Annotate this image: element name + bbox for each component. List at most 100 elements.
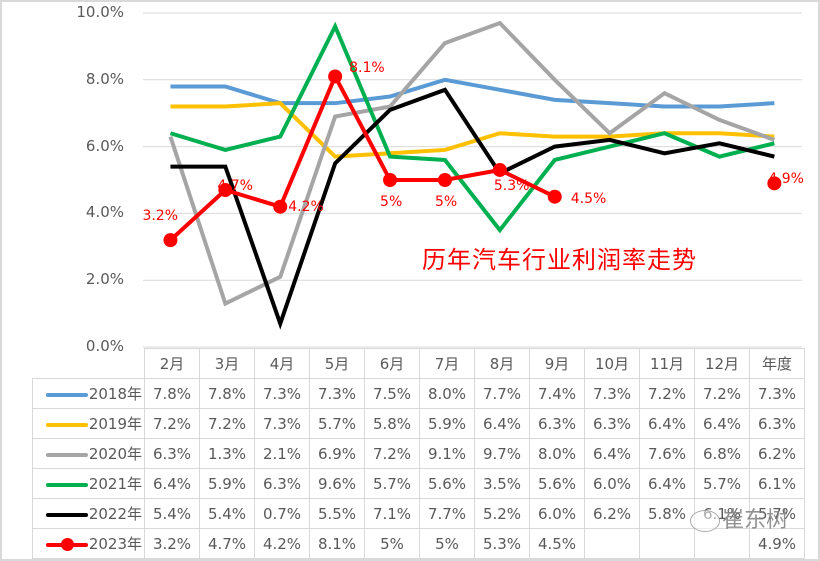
table-cell: 7.8% <box>199 378 255 409</box>
legend-label: 2018年 <box>88 385 142 403</box>
column-header: 年度 <box>749 348 805 379</box>
watermark: 崔东树 <box>690 502 788 534</box>
table-cell: 6.4% <box>144 468 200 499</box>
data-point-marker <box>218 183 233 198</box>
legend-key-icon <box>45 512 88 517</box>
table-cell: 7.3% <box>749 378 805 409</box>
series-line-2022年 <box>170 87 775 330</box>
table-cell: 7.5% <box>364 378 420 409</box>
table-cell: 5.4% <box>199 498 255 529</box>
table-cell: 5.8% <box>639 498 695 529</box>
data-point-marker <box>767 176 782 191</box>
data-point-marker <box>328 69 343 84</box>
table-cell: 4.7% <box>199 528 255 559</box>
data-label: 4.2% <box>288 198 324 215</box>
legend-entry: 2022年 <box>32 498 145 529</box>
legend-entry: 2020年 <box>32 438 145 469</box>
table-cell: 7.3% <box>254 378 310 409</box>
legend-key-icon <box>45 482 88 487</box>
table-cell: 5.6% <box>529 468 585 499</box>
table-cell: 6.2% <box>749 438 805 469</box>
series-line-2023年 <box>169 71 556 242</box>
table-cell: 7.7% <box>419 498 475 529</box>
table-cell: 3.5% <box>474 468 530 499</box>
legend-entry: 2023年 <box>32 528 145 559</box>
column-header: 4月 <box>254 348 310 379</box>
table-cell: 2.1% <box>254 438 310 469</box>
table-cell: 8.1% <box>309 528 365 559</box>
table-cell: 6.3% <box>749 408 805 439</box>
table-cell: 6.4% <box>639 408 695 439</box>
table-cell: 6.3% <box>584 408 640 439</box>
table-cell: 9.1% <box>419 438 475 469</box>
column-header: 3月 <box>199 348 255 379</box>
table-cell: 5.6% <box>419 468 475 499</box>
table-cell: 4.5% <box>529 528 585 559</box>
data-label: 5% <box>380 194 403 210</box>
data-label: 4.5% <box>570 190 607 207</box>
table-cell: 5.2% <box>474 498 530 529</box>
y-tick-label: 8.0% <box>85 69 124 88</box>
data-label: 8.1% <box>349 60 385 77</box>
y-tick-label: 10.0% <box>76 3 124 21</box>
legend-entry: 2019年 <box>32 408 145 439</box>
data-point-marker <box>437 173 452 187</box>
table-cell: 6.9% <box>309 438 365 469</box>
data-point-marker <box>273 199 288 214</box>
table-cell: 5.7% <box>364 468 420 499</box>
table-cell: 6.4% <box>584 438 640 469</box>
table-cell: 6.4% <box>694 408 750 439</box>
legend-entry: 2021年 <box>32 468 145 499</box>
table-cell: 7.3% <box>254 408 310 439</box>
legend-label: 2020年 <box>88 445 142 463</box>
table-cell: 6.3% <box>529 408 585 439</box>
watermark-text: 崔东树 <box>722 508 789 533</box>
series-line-2020年 <box>168 20 776 307</box>
table-cell <box>639 528 695 559</box>
table-cell: 6.1% <box>749 468 805 499</box>
series-line-2019年 <box>170 101 775 159</box>
data-point-marker <box>492 162 507 177</box>
table-cell: 5.5% <box>309 498 365 529</box>
series-line-2018年 <box>170 77 775 109</box>
table-cell: 6.4% <box>639 468 695 499</box>
table-row: 2018年 7.8% 7.8% 7.3% 7.3% 7.5% 8.0% 7.7% 7.4% 7.3… <box>32 378 805 409</box>
data-point-marker <box>547 189 562 204</box>
table-row: 2019年 7.2% 7.2% 7.3% 5.7% 5.8% 5.9% 6.4% 6.3% 6.3… <box>32 408 805 439</box>
data-table: 2月 3月 4月 5月 6月 7月 8月 9月 10月 11月 12月 年度 2018年 7.8% 7.8%… <box>32 348 805 559</box>
table-cell: 7.2% <box>199 408 255 439</box>
chart-title: 历年汽车行业利润率走势 <box>422 246 697 274</box>
legend-key-icon <box>45 422 88 427</box>
data-label: 3.2% <box>142 208 179 225</box>
table-cell <box>694 528 750 559</box>
legend-label: 2023年 <box>88 535 142 553</box>
legend-entry: 2018年 <box>32 378 145 409</box>
data-point-marker <box>383 173 398 187</box>
series-line-2021年 <box>169 21 775 234</box>
table-cell: 8.0% <box>529 438 585 469</box>
table-cell: 9.7% <box>474 438 530 469</box>
table-row: 2023年 3.2% 4.7% 4.2% 8.1% 5% 5% 5.3% 4.5% 4.9% <box>32 528 805 559</box>
table-cell: 5.9% <box>419 408 475 439</box>
table-cell: 5.7% <box>309 408 365 439</box>
table-cell: 5% <box>364 528 420 559</box>
column-header: 12月 <box>694 348 750 379</box>
data-label: 5% <box>434 194 458 210</box>
table-cell: 7.2% <box>639 378 695 409</box>
column-header: 6月 <box>364 348 420 379</box>
table-cell: 7.7% <box>474 378 530 409</box>
table-cell: 0.7% <box>254 498 310 529</box>
table-cell: 6.8% <box>694 438 750 469</box>
table-cell: 6.3% <box>144 438 200 469</box>
table-cell: 6.4% <box>474 408 530 439</box>
table-cell: 7.3% <box>584 378 640 409</box>
table-cell: 5.8% <box>364 408 420 439</box>
table-cell: 6.0% <box>584 468 640 499</box>
table-cell: 6.3% <box>254 468 310 499</box>
column-header: 11月 <box>639 348 695 379</box>
column-header: 5月 <box>309 348 365 379</box>
table-cell <box>584 528 640 559</box>
wechat-icon <box>690 510 720 532</box>
column-header: 9月 <box>529 348 585 379</box>
